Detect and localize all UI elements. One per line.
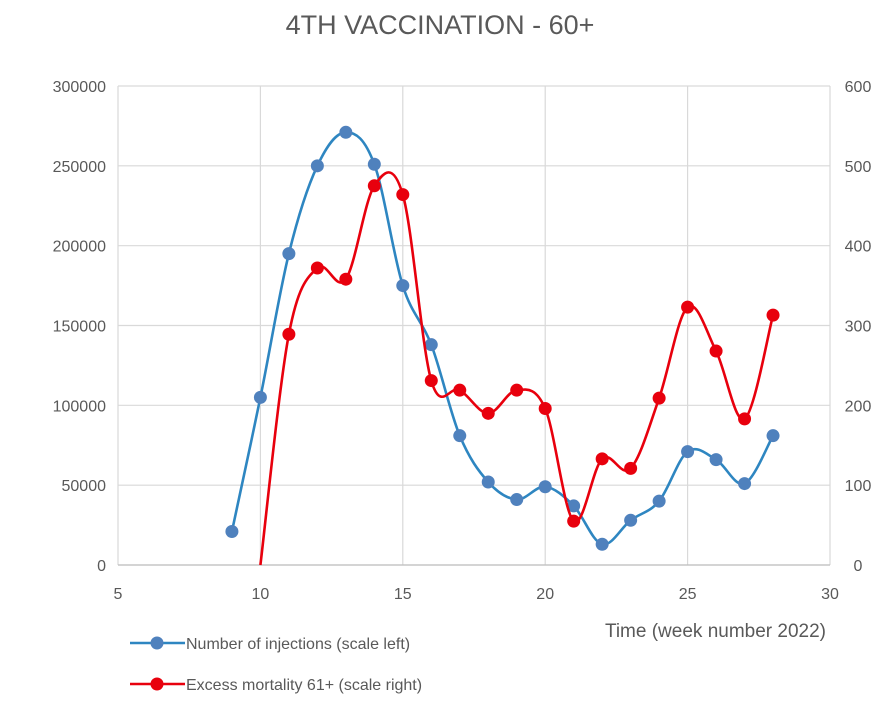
data-point-injections [310, 159, 324, 173]
data-point-excess-mortality [396, 188, 410, 202]
legend-marker-excess-mortality [150, 677, 164, 691]
x-axis-title: Time (week number 2022) [605, 621, 826, 642]
data-point-excess-mortality [282, 327, 296, 341]
data-point-excess-mortality [624, 461, 638, 475]
legend-label-injections: Number of injections (scale left) [186, 636, 410, 653]
data-point-excess-mortality [738, 412, 752, 426]
y-tick-label-right: 300 [845, 319, 872, 336]
data-point-excess-mortality [595, 452, 609, 466]
legend-label-excess-mortality: Excess mortality 61+ (scale right) [186, 677, 422, 694]
y-tick-label-left: 250000 [53, 159, 106, 176]
legend: Number of injections (scale left) Excess … [130, 636, 422, 694]
chart-title: 4TH VACCINATION - 60+ [286, 10, 595, 40]
y-tick-label-left: 0 [97, 558, 106, 575]
data-point-injections [481, 475, 495, 489]
data-point-excess-mortality [681, 300, 695, 314]
x-tick-label: 25 [679, 586, 697, 603]
data-point-excess-mortality [510, 383, 524, 397]
y-tick-label-left: 100000 [53, 398, 106, 415]
legend-marker-injections [150, 636, 164, 650]
data-point-injections [595, 537, 609, 551]
y-tick-label-right: 100 [845, 478, 872, 495]
data-point-injections [709, 453, 723, 467]
y-tick-label-right: 0 [854, 558, 863, 575]
data-point-injections [681, 445, 695, 459]
x-tick-label: 20 [536, 586, 554, 603]
data-point-injections [738, 477, 752, 491]
series-line-injections [230, 131, 775, 546]
data-point-excess-mortality [481, 406, 495, 420]
x-tick-label: 5 [114, 586, 123, 603]
y-tick-label-right: 400 [845, 239, 872, 256]
y-tick-label-left: 50000 [62, 478, 107, 495]
data-point-injections [453, 429, 467, 443]
data-point-excess-mortality [567, 514, 581, 528]
data-point-excess-mortality [424, 374, 438, 388]
x-tick-label: 30 [821, 586, 839, 603]
y-tick-label-left: 300000 [53, 79, 106, 96]
data-point-injections [538, 480, 552, 494]
data-point-injections [253, 390, 267, 404]
plot-area: 0 50000 100000 150000 200000 250000 300000 0 100… [53, 79, 872, 603]
data-point-injections [225, 524, 239, 538]
data-point-injections [766, 429, 780, 443]
data-point-excess-mortality [538, 402, 552, 416]
y-tick-label-left: 200000 [53, 239, 106, 256]
data-point-excess-mortality [367, 179, 381, 193]
data-point-injections [367, 157, 381, 171]
x-tick-label: 15 [394, 586, 412, 603]
data-point-excess-mortality [766, 308, 780, 322]
data-point-injections [624, 513, 638, 527]
data-point-injections [396, 279, 410, 293]
y-tick-label-right: 500 [845, 159, 872, 176]
data-point-excess-mortality [652, 391, 666, 405]
data-point-excess-mortality [339, 272, 353, 286]
data-point-injections [339, 125, 353, 139]
x-tick-label: 10 [252, 586, 270, 603]
data-point-injections [510, 493, 524, 507]
data-point-injections [282, 247, 296, 261]
y-tick-label-right: 200 [845, 398, 872, 415]
data-point-injections [652, 494, 666, 508]
series-line-excess-mortality [259, 171, 775, 566]
y-tick-label-right: 600 [845, 79, 872, 96]
data-point-excess-mortality [453, 383, 467, 397]
y-tick-label-left: 150000 [53, 319, 106, 336]
data-point-excess-mortality [310, 261, 324, 275]
data-point-injections [567, 499, 581, 513]
data-point-excess-mortality [709, 344, 723, 358]
data-point-injections [424, 338, 438, 352]
